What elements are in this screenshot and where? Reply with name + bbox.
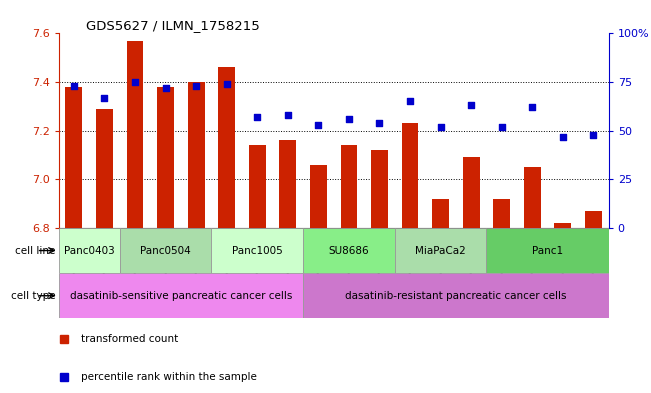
Bar [66, 87, 82, 228]
Text: cell type: cell type [10, 291, 55, 301]
Bar [96, 109, 113, 228]
Point [252, 114, 262, 120]
Text: Panc0403: Panc0403 [64, 246, 115, 255]
Bar [212, 228, 303, 273]
Text: MiaPaCa2: MiaPaCa2 [415, 246, 466, 255]
Bar [303, 228, 395, 273]
Text: Panc1005: Panc1005 [232, 246, 283, 255]
Point [99, 94, 109, 101]
Bar [279, 140, 296, 228]
Bar [463, 158, 480, 228]
Bar [218, 68, 235, 228]
Bar [493, 199, 510, 228]
Bar [585, 211, 602, 228]
Point [374, 120, 385, 126]
Bar [432, 199, 449, 228]
Text: cell line: cell line [15, 246, 55, 255]
Bar [310, 165, 327, 228]
Bar [340, 145, 357, 228]
Point [313, 122, 324, 128]
Point [160, 85, 171, 91]
Point [436, 124, 446, 130]
Point [221, 81, 232, 87]
Point [558, 133, 568, 140]
Bar [120, 228, 212, 273]
Text: GDS5627 / ILMN_1758215: GDS5627 / ILMN_1758215 [86, 19, 260, 32]
Point [344, 116, 354, 122]
Bar [371, 150, 388, 228]
Point [283, 112, 293, 118]
Point [191, 83, 201, 89]
Bar [395, 228, 486, 273]
Text: SU8686: SU8686 [329, 246, 369, 255]
Point [68, 83, 79, 89]
Bar [555, 223, 571, 228]
Point [589, 131, 599, 138]
Text: transformed count: transformed count [81, 334, 178, 344]
Point [527, 104, 538, 110]
Point [130, 79, 140, 85]
Text: dasatinib-sensitive pancreatic cancer cells: dasatinib-sensitive pancreatic cancer ce… [70, 291, 292, 301]
Bar [303, 273, 609, 318]
Text: Panc1: Panc1 [532, 246, 563, 255]
Bar [157, 87, 174, 228]
Bar [402, 123, 419, 228]
Text: dasatinib-resistant pancreatic cancer cells: dasatinib-resistant pancreatic cancer ce… [345, 291, 566, 301]
Bar [249, 145, 266, 228]
Bar [187, 82, 204, 228]
Bar [486, 228, 609, 273]
Bar [524, 167, 541, 228]
Point [497, 124, 507, 130]
Bar [59, 228, 120, 273]
Bar [59, 273, 303, 318]
Bar [126, 41, 143, 228]
Text: Panc0504: Panc0504 [140, 246, 191, 255]
Text: percentile rank within the sample: percentile rank within the sample [81, 371, 256, 382]
Point [405, 98, 415, 105]
Point [466, 102, 477, 108]
